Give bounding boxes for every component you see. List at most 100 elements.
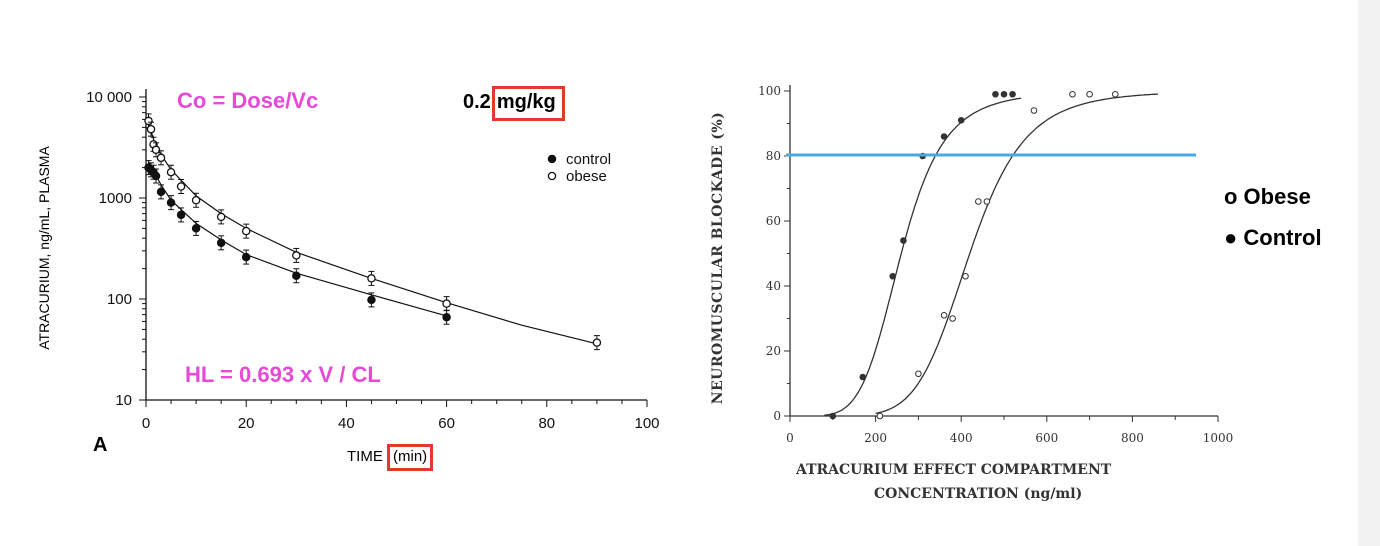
- right-x-tick-label: 600: [1035, 431, 1058, 445]
- data-point-obese: [592, 338, 602, 347]
- data-point-Control: [957, 116, 965, 124]
- right-legend-control: ● Control: [1224, 225, 1322, 250]
- legend-label-control: control: [566, 151, 611, 168]
- data-point-control: [191, 224, 201, 233]
- legend-marker-control: [547, 154, 557, 164]
- right-y-tick-label: 0: [773, 409, 781, 423]
- data-point-control: [151, 171, 161, 181]
- data-point-Control: [992, 90, 999, 98]
- left-x-tick-label: 100: [634, 415, 659, 432]
- left-y-tick-label: 100: [107, 291, 132, 308]
- right-x-tick-label: 1000: [1203, 431, 1234, 445]
- right-y-tick-label: 40: [766, 279, 781, 293]
- left-x-tick-label: 60: [438, 415, 455, 432]
- right-y-tick-label: 100: [758, 84, 781, 98]
- data-point-Obese: [876, 412, 884, 420]
- left-tick-labels: 0 20 40 60 80 100 10 100 1000 10 000: [86, 89, 659, 432]
- data-point-Obese: [1069, 90, 1076, 98]
- left-x-tick-label: 20: [238, 415, 255, 432]
- data-point-Control: [859, 373, 867, 381]
- data-point-Control: [829, 412, 837, 420]
- dose-annotation: 0.2 mg/kg: [463, 86, 565, 121]
- data-point-Obese: [1030, 107, 1038, 114]
- left-x-tick-label: 40: [338, 415, 355, 432]
- dose-unit-highlight: mg/kg: [491, 86, 565, 121]
- right-x-tick-label: 0: [786, 431, 794, 445]
- sigmoid-fit-Obese: [875, 93, 1159, 415]
- data-point-obese: [216, 212, 226, 222]
- data-point-Obese: [1086, 90, 1093, 98]
- data-point-Obese: [949, 315, 956, 322]
- left-x-tick-label: 80: [538, 415, 555, 432]
- data-point-control: [442, 312, 451, 322]
- left-y-tick-label: 10 000: [86, 89, 132, 106]
- data-point-obese: [292, 251, 301, 260]
- data-point-Control: [900, 237, 907, 244]
- right-x-tick-label: 200: [864, 431, 887, 445]
- right-chart: 0 200 400 600 800 1000 0 20 40 60 80 100: [758, 84, 1233, 445]
- data-point-obese: [166, 167, 176, 177]
- left-x-tick-label: 0: [142, 415, 150, 432]
- right-fit-curves: [824, 93, 1159, 416]
- right-y-tick-label: 80: [766, 149, 781, 163]
- panel-label: A: [93, 434, 108, 456]
- side-strip: [1358, 0, 1380, 546]
- right-tick-labels: 0 200 400 600 800 1000 0 20 40 60 80 100: [758, 84, 1233, 445]
- x-axis-label-text: TIME: [347, 448, 383, 465]
- legend-label-obese: obese: [566, 168, 607, 185]
- data-point-Control: [889, 272, 897, 280]
- data-point-Obese: [983, 198, 991, 205]
- dose-unit: mg/kg: [496, 91, 556, 113]
- right-x-axis-label-line1: ATRACURIUM EFFECT COMPARTMENT: [796, 462, 1112, 478]
- data-point-obese: [191, 195, 201, 205]
- data-point-obese: [442, 299, 451, 308]
- right-data-points: [829, 90, 1119, 420]
- left-data-points: [144, 113, 602, 351]
- right-y-axis-label: NEUROMUSCULAR BLOCKADE (%): [710, 111, 726, 405]
- data-point-Control: [1009, 90, 1016, 98]
- right-legend-obese: o Obese: [1224, 184, 1311, 209]
- data-point-obese: [367, 274, 376, 283]
- dose-value: 0.2: [463, 91, 491, 113]
- c0-formula-annotation: Co = Dose/Vc: [177, 88, 319, 113]
- data-point-control: [367, 295, 376, 305]
- data-point-Obese: [975, 198, 982, 205]
- data-point-control: [216, 238, 226, 248]
- data-point-control: [166, 198, 176, 207]
- left-axes: [139, 89, 648, 407]
- data-point-obese: [241, 226, 251, 236]
- right-x-tick-label: 400: [950, 431, 973, 445]
- data-point-control: [156, 187, 166, 197]
- right-y-tick-label: 60: [766, 214, 781, 228]
- right-y-tick-label: 20: [766, 344, 781, 358]
- x-axis-unit: (min): [393, 448, 428, 465]
- data-point-obese: [176, 182, 186, 191]
- data-point-obese: [146, 124, 156, 134]
- data-point-Obese: [1111, 90, 1119, 98]
- fit-curve-control: [147, 161, 447, 317]
- data-point-Obese: [915, 370, 922, 378]
- left-x-axis-label: TIME (min): [347, 444, 434, 471]
- data-point-Obese: [940, 311, 948, 319]
- left-y-tick-label: 10: [115, 392, 132, 409]
- data-point-Obese: [962, 272, 969, 280]
- hl-formula-annotation: HL = 0.693 x V / CL: [185, 362, 381, 387]
- data-point-control: [241, 252, 251, 262]
- sigmoid-fit-Control: [824, 97, 1022, 416]
- data-point-obese: [151, 145, 161, 155]
- data-point-Control: [1000, 90, 1008, 98]
- right-x-axis-label-line2: CONCENTRATION (ng/ml): [874, 486, 1083, 502]
- right-x-tick-label: 800: [1121, 431, 1144, 445]
- data-point-Control: [940, 133, 948, 140]
- data-point-obese: [156, 153, 166, 163]
- left-y-tick-label: 1000: [99, 190, 132, 207]
- left-fit-curves: [147, 123, 598, 345]
- right-axes: [784, 85, 1219, 422]
- fit-curve-obese: [147, 123, 598, 345]
- data-point-control: [292, 271, 301, 280]
- x-axis-unit-highlight: (min): [387, 444, 434, 471]
- legend-marker-obese: [547, 171, 557, 181]
- left-y-axis-label: ATRACURIUM, ng/mL, PLASMA: [36, 146, 52, 350]
